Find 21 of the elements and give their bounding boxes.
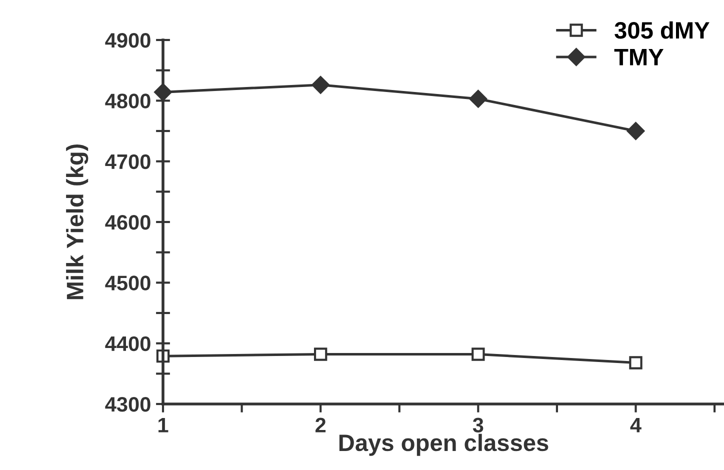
point (469, 90, 488, 108)
x-tick-label: 2 (316, 418, 326, 432)
legend-label: TMY (614, 49, 664, 66)
x-axis-title: Days open classes (339, 434, 548, 456)
point (626, 122, 645, 140)
y-axis-title: Milk Yield (kg) (66, 144, 88, 300)
point (314, 348, 328, 361)
point (472, 348, 485, 361)
x-tick-label: 4 (630, 418, 642, 432)
x-tick-label: 1 (158, 418, 168, 432)
x-tick-label: 3 (472, 418, 484, 433)
point (312, 76, 330, 94)
y-tick-label: 4400 (105, 336, 150, 352)
y-tick-label: 4900 (105, 33, 150, 48)
y-tick-label: 4700 (105, 154, 150, 170)
y-tick-label: 4500 (105, 276, 150, 290)
y-tick-label: 4300 (105, 397, 150, 412)
legend-label: 305 dMY (614, 21, 710, 39)
y-tick-label: 4800 (105, 94, 150, 108)
y-tick-label: 4600 (105, 215, 150, 230)
point (629, 356, 642, 370)
